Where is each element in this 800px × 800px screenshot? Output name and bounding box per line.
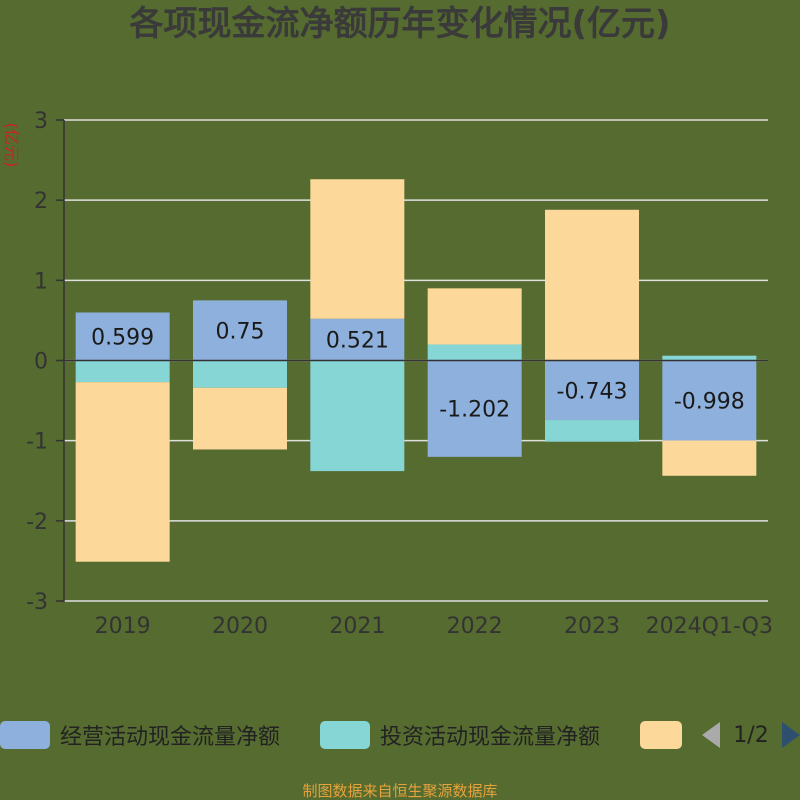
y-tick-label: 1 [34,269,48,294]
x-tick-label: 2019 [95,614,151,639]
legend-item-series-2[interactable]: 投资活动现金流量净额 [320,721,600,750]
y-ticks: 3 2 1 0 -1 -2 -3 [26,109,64,615]
bars [64,179,768,562]
data-label: 0.521 [326,329,389,354]
x-tick-label: 2022 [447,614,503,639]
bar-series-2-5 [662,355,757,361]
y-tick-label: -2 [26,510,48,535]
bar-series-3-4 [545,209,639,361]
bar-series-3-0 [75,382,170,562]
legend-swatch-series-1 [0,721,50,749]
data-label: -1.202 [439,398,510,423]
bar-series-2-3 [427,344,522,361]
data-labels: 0.599 0.75 0.521 -1.202 -0.743 -0.998 [91,319,745,422]
bar-series-3-2 [310,179,405,319]
legend: 经营活动现金流量净额 投资活动现金流量净额 1/2 [0,721,800,750]
legend-page-indicator: 1/2 [733,723,768,748]
bar-series-2-4 [545,420,639,442]
legend-label-series-1: 经营活动现金流量净额 [60,725,280,750]
legend-next-arrow-icon[interactable] [782,722,800,748]
bar-series-1-0 [75,312,170,361]
y-axis-label: (亿元) [2,123,21,168]
legend-prev-arrow-icon[interactable] [702,722,720,748]
legend-swatch-series-3 [640,721,682,749]
data-label: 0.599 [91,325,154,350]
chart-title: 各项现金流净额历年变化情况(亿元) [129,4,670,44]
data-label: -0.998 [674,390,745,415]
source-note: 制图数据来自恒生聚源数据库 [302,782,497,800]
x-tick-label: 2023 [564,614,620,639]
bar-series-1-4 [545,360,639,421]
legend-swatch-series-2 [320,721,370,749]
bar-series-1-1 [193,300,287,361]
bar-series-1-3 [427,360,522,457]
bar-series-2-1 [193,360,287,388]
bar-series-1-2 [310,318,405,361]
x-tick-label: 2024Q1-Q3 [646,614,773,639]
data-label: -0.743 [557,379,628,404]
legend-item-series-3[interactable] [640,721,682,749]
bar-series-2-0 [75,360,170,383]
bar-series-3-5 [662,440,757,476]
bar-series-1-5 [662,360,757,441]
y-tick-label: 3 [34,109,48,134]
x-ticks: 2019 2020 2021 2022 2023 2024Q1-Q3 [95,614,773,639]
bar-series-3-3 [427,288,522,345]
x-tick-label: 2020 [212,614,268,639]
y-tick-label: -1 [26,430,48,455]
data-label: 0.75 [216,319,265,344]
legend-label-series-2: 投资活动现金流量净额 [380,725,600,750]
bar-series-3-1 [193,387,287,450]
legend-item-series-1[interactable]: 经营活动现金流量净额 [0,721,280,750]
y-tick-label: -3 [26,590,48,615]
y-tick-label: 0 [34,350,48,375]
x-tick-label: 2021 [329,614,385,639]
legend-pager: 1/2 [702,722,800,748]
y-tick-label: 2 [34,189,48,214]
bar-series-2-2 [310,360,405,472]
